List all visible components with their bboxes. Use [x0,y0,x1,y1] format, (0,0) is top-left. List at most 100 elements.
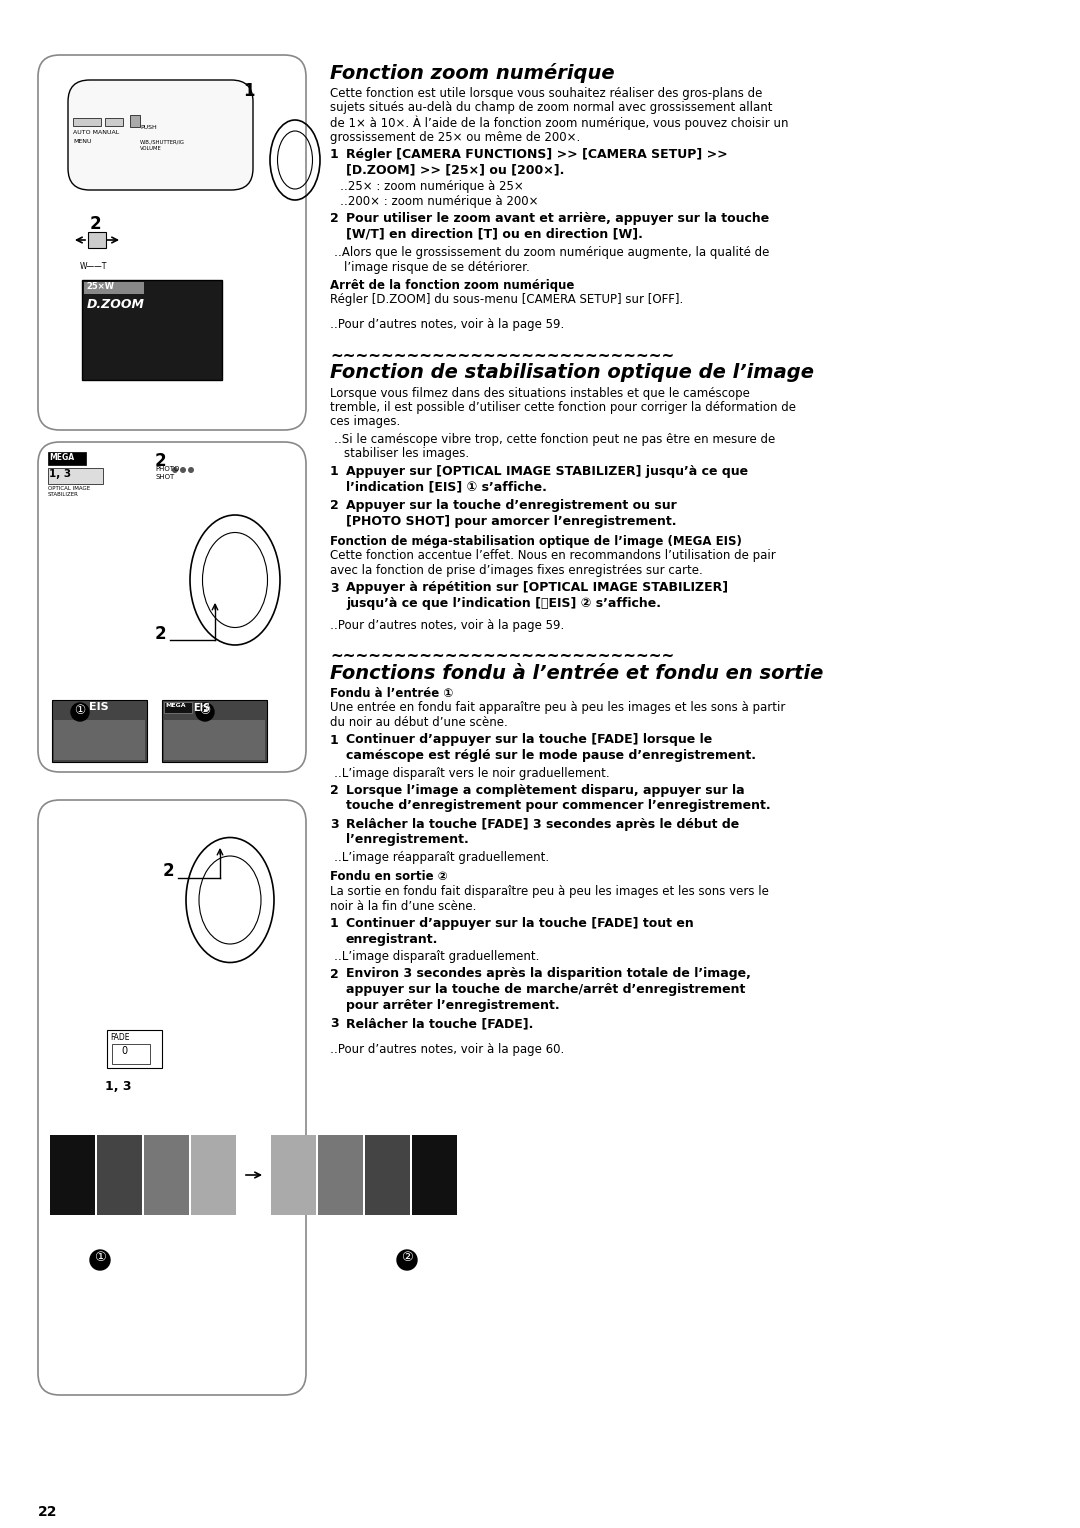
Text: de 1× à 10×. À l’aide de la fonction zoom numérique, vous pouvez choisir un: de 1× à 10×. À l’aide de la fonction zoo… [330,116,788,130]
Text: Une entrée en fondu fait apparaître peu à peu les images et les sons à partir: Une entrée en fondu fait apparaître peu … [330,701,785,715]
Text: PHOTO: PHOTO [156,466,179,472]
Text: sujets situés au-delà du champ de zoom normal avec grossissement allant: sujets situés au-delà du champ de zoom n… [330,101,772,115]
Text: ‥Alors que le grossissement du zoom numérique augmente, la qualité de: ‥Alors que le grossissement du zoom numé… [334,246,769,260]
Text: 3: 3 [330,582,339,594]
Bar [144,1135,189,1215]
Bar [365,1135,410,1215]
Bar [191,1135,237,1215]
Text: VOLUME: VOLUME [140,147,162,151]
Text: 2: 2 [330,784,339,798]
Text: grossissement de 25× ou même de 200×.: grossissement de 25× ou même de 200×. [330,130,580,144]
Circle shape [397,1250,417,1270]
Circle shape [180,468,186,474]
Bar [411,1135,457,1215]
Text: ~~~~~~~~~~~~~~~~~~~~~~~~~~~: ~~~~~~~~~~~~~~~~~~~~~~~~~~~ [330,649,674,665]
FancyBboxPatch shape [38,801,306,1395]
FancyBboxPatch shape [68,79,253,189]
Text: Relâcher la touche [FADE].: Relâcher la touche [FADE]. [346,1018,534,1030]
Text: enregistrant.: enregistrant. [346,932,438,946]
Text: Lorsque l’image a complètement disparu, appuyer sur la: Lorsque l’image a complètement disparu, … [346,784,744,798]
Text: avec la fonction de prise d’images fixes enregistrées sur carte.: avec la fonction de prise d’images fixes… [330,564,703,578]
Text: Lorsque vous filmez dans des situations instables et que le caméscope: Lorsque vous filmez dans des situations … [330,387,750,399]
Text: Relâcher la touche [FADE] 3 secondes après le début de: Relâcher la touche [FADE] 3 secondes apr… [346,817,739,831]
Text: Régler [D.ZOOM] du sous-menu [CAMERA SETUP] sur [OFF].: Régler [D.ZOOM] du sous-menu [CAMERA SET… [330,293,684,307]
Bar [82,280,222,380]
Text: 3: 3 [330,817,339,831]
Text: l’image risque de se détériorer.: l’image risque de se détériorer. [345,260,530,274]
Text: ‥200× : zoom numérique à 200×: ‥200× : zoom numérique à 200× [340,194,539,208]
Text: caméscope est réglé sur le mode pause d’enregistrement.: caméscope est réglé sur le mode pause d’… [346,749,756,762]
Bar [162,700,267,762]
Bar [97,1135,141,1215]
Text: 22: 22 [38,1505,57,1519]
Bar [112,1044,150,1063]
Bar [48,468,103,484]
Text: Cette fonction accentue l’effet. Nous en recommandons l’utilisation de pair: Cette fonction accentue l’effet. Nous en… [330,550,775,562]
Text: 1: 1 [330,733,339,747]
Text: Appuyer à répétition sur [OPTICAL IMAGE STABILIZER]: Appuyer à répétition sur [OPTICAL IMAGE … [346,582,728,594]
Text: du noir au début d’une scène.: du noir au début d’une scène. [330,717,508,729]
Bar [84,283,144,293]
Text: 1: 1 [330,917,339,931]
Bar [48,452,86,465]
Bar [164,720,265,759]
Text: Régler [CAMERA FUNCTIONS] >> [CAMERA SETUP] >>: Régler [CAMERA FUNCTIONS] >> [CAMERA SET… [346,148,728,160]
Text: Continuer d’appuyer sur la touche [FADE] lorsque le: Continuer d’appuyer sur la touche [FADE]… [346,733,712,747]
Text: l’indication [EIS] ① s’affiche.: l’indication [EIS] ① s’affiche. [346,480,546,494]
Text: 3: 3 [330,1018,339,1030]
Text: 1, 3: 1, 3 [105,1080,132,1093]
Text: ①: ① [94,1251,106,1264]
Text: Cette fonction est utile lorsque vous souhaitez réaliser des gros-plans de: Cette fonction est utile lorsque vous so… [330,87,762,99]
Text: pour arrêter l’enregistrement.: pour arrêter l’enregistrement. [346,998,559,1012]
Text: noir à la fin d’une scène.: noir à la fin d’une scène. [330,900,476,912]
FancyBboxPatch shape [38,55,306,429]
Text: STABILIZER: STABILIZER [48,492,79,497]
Text: ②: ② [200,704,211,717]
Text: jusqu’à ce que l’indication [㎥EIS] ② s’affiche.: jusqu’à ce que l’indication [㎥EIS] ② s’a… [346,597,661,610]
Text: MEGA: MEGA [49,452,75,461]
Text: Appuyer sur [OPTICAL IMAGE STABILIZER] jusqu’à ce que: Appuyer sur [OPTICAL IMAGE STABILIZER] j… [346,465,748,478]
Text: ‥25× : zoom numérique à 25×: ‥25× : zoom numérique à 25× [340,180,524,193]
Text: touche d’enregistrement pour commencer l’enregistrement.: touche d’enregistrement pour commencer l… [346,799,771,813]
Bar [52,700,147,762]
Text: ‥L’image disparaît graduellement.: ‥L’image disparaît graduellement. [334,950,539,963]
Text: Continuer d’appuyer sur la touche [FADE] tout en: Continuer d’appuyer sur la touche [FADE]… [346,917,693,931]
Text: [PHOTO SHOT] pour amorcer l’enregistrement.: [PHOTO SHOT] pour amorcer l’enregistreme… [346,515,676,527]
Text: 1: 1 [330,148,339,160]
Text: Fonction de stabilisation optique de l’image: Fonction de stabilisation optique de l’i… [330,364,814,382]
Bar [130,115,140,127]
Text: D.ZOOM: D.ZOOM [87,298,145,312]
Text: Environ 3 secondes après la disparition totale de l’image,: Environ 3 secondes après la disparition … [346,967,751,981]
Text: SHOT: SHOT [156,474,174,480]
Text: 2: 2 [90,215,102,232]
Text: 2: 2 [156,625,166,643]
Circle shape [195,703,214,721]
Circle shape [90,1250,110,1270]
Text: FADE: FADE [110,1033,130,1042]
Text: ①: ① [75,704,85,717]
Text: ~~~~~~~~~~~~~~~~~~~~~~~~~~~: ~~~~~~~~~~~~~~~~~~~~~~~~~~~ [330,348,674,364]
Text: ces images.: ces images. [330,416,401,428]
Bar [164,701,192,714]
Bar [54,720,145,759]
Text: W——T: W——T [80,261,107,270]
Text: MENU: MENU [73,139,92,144]
Text: ‥L’image disparaît vers le noir graduellement.: ‥L’image disparaît vers le noir graduell… [334,767,609,779]
Bar [105,118,123,125]
Text: ‥L’image réapparaît graduellement.: ‥L’image réapparaît graduellement. [334,851,549,863]
Circle shape [172,468,178,474]
Text: Pour utiliser le zoom avant et arrière, appuyer sur la touche: Pour utiliser le zoom avant et arrière, … [346,212,769,225]
Text: OPTICAL IMAGE: OPTICAL IMAGE [48,486,90,490]
Text: W.B./SHUTTER/IG: W.B./SHUTTER/IG [140,139,185,144]
Text: [D.ZOOM] >> [25×] ou [200×].: [D.ZOOM] >> [25×] ou [200×]. [346,163,565,177]
Text: 2: 2 [330,212,339,225]
Text: 25×W: 25×W [86,283,114,290]
Text: MEGA: MEGA [165,703,186,707]
Text: ‥Si le caméscope vibre trop, cette fonction peut ne pas être en mesure de: ‥Si le caméscope vibre trop, cette fonct… [334,432,775,446]
Text: 1, 3: 1, 3 [49,469,71,478]
Bar [73,118,102,125]
Text: 0: 0 [121,1047,127,1056]
Text: 2: 2 [156,452,166,471]
Text: PUSH: PUSH [140,125,157,130]
Text: 2: 2 [330,500,339,512]
